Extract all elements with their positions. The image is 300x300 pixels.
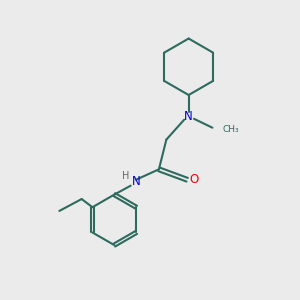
- Text: N: N: [184, 110, 193, 123]
- Text: CH₃: CH₃: [223, 125, 239, 134]
- Text: O: O: [189, 173, 198, 186]
- Text: N: N: [132, 175, 140, 188]
- Text: H: H: [122, 171, 129, 181]
